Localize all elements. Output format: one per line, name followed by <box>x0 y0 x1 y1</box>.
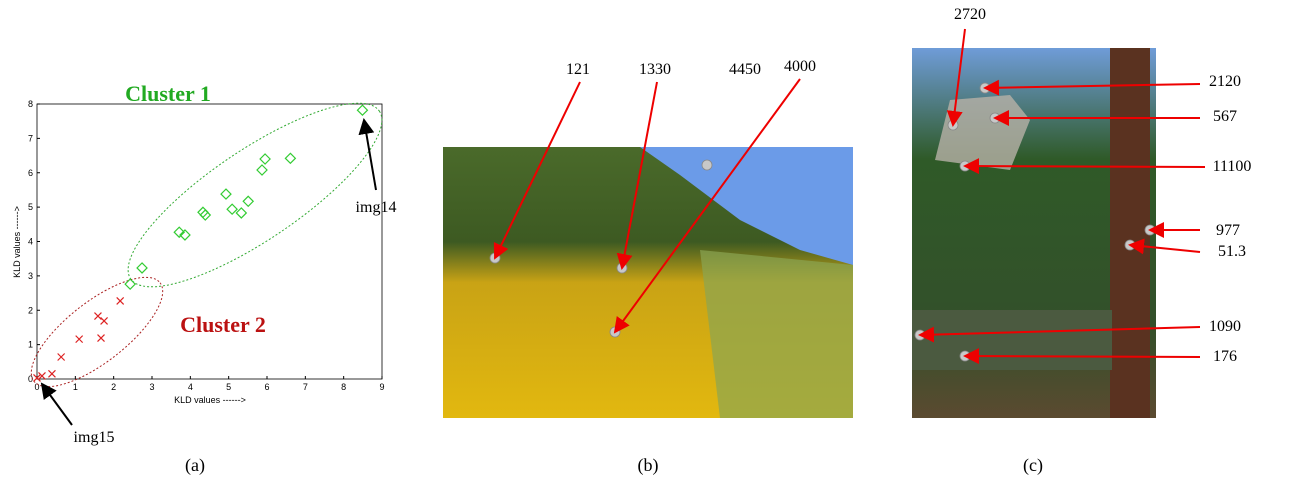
y-tick-label: 1 <box>28 340 33 350</box>
point <box>75 335 84 344</box>
annotation-arrow <box>358 118 377 191</box>
x-tick-label: 4 <box>188 382 193 392</box>
river <box>912 310 1112 370</box>
pointer-arrow <box>616 81 658 270</box>
point <box>124 278 136 290</box>
x-tick-label: 3 <box>149 382 154 392</box>
y-tick-label: 4 <box>28 237 33 247</box>
point <box>179 229 191 241</box>
point <box>136 262 148 274</box>
point-label: 1090 <box>1209 318 1241 335</box>
point-label: 1330 <box>639 61 671 78</box>
point <box>199 209 212 221</box>
point <box>356 104 369 117</box>
y-tick-label: 7 <box>28 133 33 143</box>
point-label: 2720 <box>954 6 986 23</box>
point <box>235 207 248 219</box>
pointer-arrow <box>946 28 966 127</box>
point-label: 977 <box>1216 222 1240 239</box>
pointer-arrow <box>963 158 1206 175</box>
y-tick-label: 8 <box>28 99 33 109</box>
y-axis-label: KLD values ------> <box>12 206 22 278</box>
point <box>94 312 102 321</box>
point-label: 4450 <box>729 61 761 78</box>
point-label: 567 <box>1213 108 1237 125</box>
x-tick-label: 7 <box>303 382 308 392</box>
point <box>284 152 297 165</box>
point-label: 121 <box>566 61 590 78</box>
pointer-arrow <box>613 78 801 334</box>
y-tick-label: 6 <box>28 168 33 178</box>
tree-trunk <box>1110 48 1150 418</box>
annotation: img14 <box>356 199 397 216</box>
y-tick-label: 3 <box>28 271 33 281</box>
point <box>259 153 271 165</box>
pointer-arrow <box>1128 238 1201 255</box>
point <box>256 164 268 176</box>
x-tick-label: 2 <box>111 382 116 392</box>
point-label: 2120 <box>1209 73 1241 90</box>
pointer-arrow <box>493 81 581 260</box>
x-tick-label: 8 <box>341 382 346 392</box>
x-tick-label: 0 <box>34 382 39 392</box>
point <box>116 297 125 305</box>
point <box>226 203 238 216</box>
annotation: img15 <box>74 429 115 446</box>
point-label: 176 <box>1213 348 1237 365</box>
cluster-ellipse <box>127 102 383 288</box>
y-tick-label: 0 <box>28 374 33 384</box>
point <box>100 316 109 325</box>
annotation: Cluster 2 <box>180 312 266 337</box>
annotation: Cluster 1 <box>125 81 211 106</box>
point <box>242 195 255 208</box>
y-tick-label: 2 <box>28 305 33 315</box>
point <box>220 188 232 200</box>
plot-frame <box>36 103 383 380</box>
grass <box>700 250 853 418</box>
point-label: 51.3 <box>1218 243 1246 260</box>
marker-dot <box>701 159 713 171</box>
pointer-arrow <box>963 348 1201 365</box>
y-tick-label: 5 <box>28 202 33 212</box>
point <box>57 353 66 361</box>
x-axis-label: KLD values ------> <box>174 395 246 405</box>
point-label: 4000 <box>784 58 816 75</box>
pointer-arrow <box>918 326 1201 343</box>
point <box>38 371 46 380</box>
pointer-arrow <box>983 79 1201 96</box>
point <box>173 226 186 239</box>
point <box>48 369 56 378</box>
caption: (c) <box>1023 455 1043 476</box>
point <box>97 334 105 343</box>
x-tick-label: 5 <box>226 382 231 392</box>
annotation-arrow <box>40 382 73 426</box>
x-tick-label: 6 <box>264 382 269 392</box>
x-tick-label: 1 <box>73 382 78 392</box>
x-tick-label: 9 <box>379 382 384 392</box>
caption: (b) <box>638 455 659 476</box>
sky <box>443 147 853 265</box>
point-label: 11100 <box>1213 158 1252 175</box>
caption: (a) <box>185 455 205 476</box>
point <box>33 374 41 382</box>
